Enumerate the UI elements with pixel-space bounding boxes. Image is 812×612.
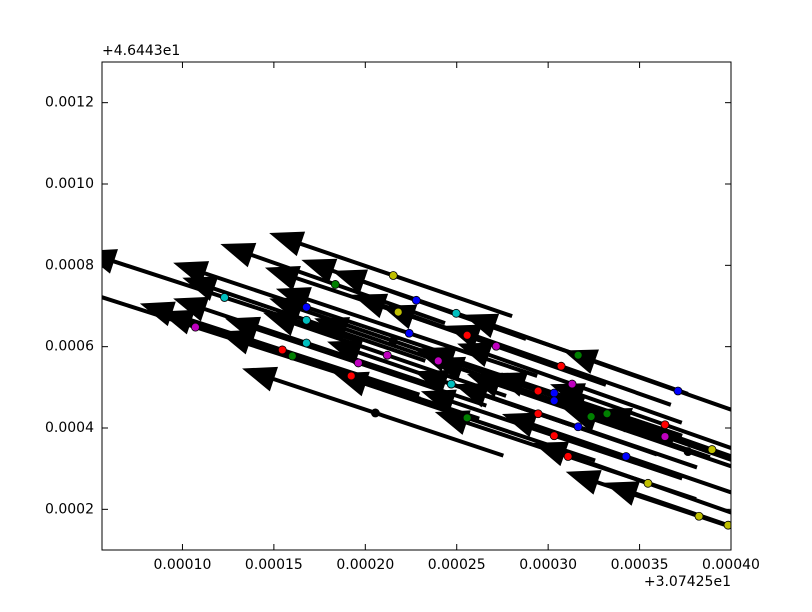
point: [660, 420, 670, 430]
point: [191, 322, 200, 332]
arrow: [533, 441, 731, 515]
arrow: [463, 313, 689, 396]
point: [346, 371, 356, 381]
point: [451, 308, 461, 318]
y-tick-label: 0.0012: [45, 95, 94, 111]
point: [563, 452, 573, 461]
x-tick-label: 0.00020: [336, 557, 394, 573]
point: [388, 336, 398, 346]
point: [302, 315, 311, 325]
point: [302, 338, 311, 348]
arrow: [225, 316, 487, 408]
y-tick-label: 0.0004: [45, 420, 94, 436]
arrow: [563, 407, 731, 469]
point: [446, 379, 456, 389]
x-offset: +3.07425e1: [644, 574, 731, 590]
arrow: [327, 340, 571, 427]
point: [533, 409, 543, 419]
arrow: [563, 349, 731, 412]
point: [302, 302, 311, 312]
x-tick-label: 0.00040: [702, 557, 760, 573]
point: [491, 341, 501, 351]
arrow: [603, 481, 731, 529]
point: [723, 520, 731, 530]
point: [462, 330, 472, 340]
arrow: [102, 249, 363, 345]
arrow: [314, 317, 558, 404]
point: [393, 307, 403, 317]
point: [549, 431, 559, 441]
arrow: [434, 410, 697, 502]
arrow: [454, 382, 698, 470]
arrow: [269, 231, 513, 319]
point: [411, 295, 421, 305]
arrow: [182, 276, 426, 363]
point: [602, 409, 612, 419]
y-tick-label: 0.0008: [45, 257, 94, 273]
point: [586, 412, 596, 422]
point: [683, 447, 693, 456]
point: [567, 379, 577, 389]
x-tick-label: 0.00035: [611, 557, 669, 573]
y-tick-label: 0.0002: [45, 501, 94, 517]
x-tick-label: 0.00015: [245, 557, 303, 573]
arrow: [597, 408, 731, 459]
arrow: [217, 329, 480, 421]
point: [621, 452, 631, 461]
arrow: [139, 301, 421, 397]
point: [694, 511, 704, 521]
point: [382, 350, 392, 360]
point: [549, 396, 559, 406]
y-offset: +4.6443e1: [102, 43, 180, 59]
point: [220, 293, 229, 302]
arrow: [220, 242, 446, 325]
arrow: [263, 311, 507, 398]
point: [404, 328, 414, 338]
point: [433, 356, 443, 366]
arrow: [381, 304, 607, 387]
point: [549, 388, 559, 398]
axes-frame: [101, 61, 732, 551]
point: [707, 445, 717, 454]
y-tick-label: 0.0006: [45, 339, 94, 355]
point: [643, 478, 653, 488]
arrow: [102, 295, 343, 376]
plot-area: [102, 231, 731, 530]
point: [573, 350, 583, 360]
point: [462, 413, 472, 423]
x-tick-label: 0.00025: [428, 557, 486, 573]
arrow: [466, 372, 711, 460]
point: [330, 280, 340, 289]
arrow: [420, 389, 683, 481]
point: [573, 422, 583, 432]
point: [673, 386, 683, 396]
point: [533, 386, 543, 396]
arrow: [457, 342, 683, 425]
x-tick-label: 0.00030: [519, 557, 577, 573]
x-tick-label: 0.00010: [154, 557, 212, 573]
point: [287, 351, 297, 361]
arrow: [332, 269, 576, 356]
point: [370, 408, 380, 418]
arrow: [501, 412, 731, 495]
point: [388, 271, 398, 280]
point: [353, 358, 363, 368]
arrow: [242, 366, 504, 458]
point: [660, 432, 670, 441]
point: [556, 361, 566, 371]
point: [277, 345, 287, 355]
arrow: [264, 266, 527, 357]
y-tick-label: 0.0010: [45, 176, 94, 192]
